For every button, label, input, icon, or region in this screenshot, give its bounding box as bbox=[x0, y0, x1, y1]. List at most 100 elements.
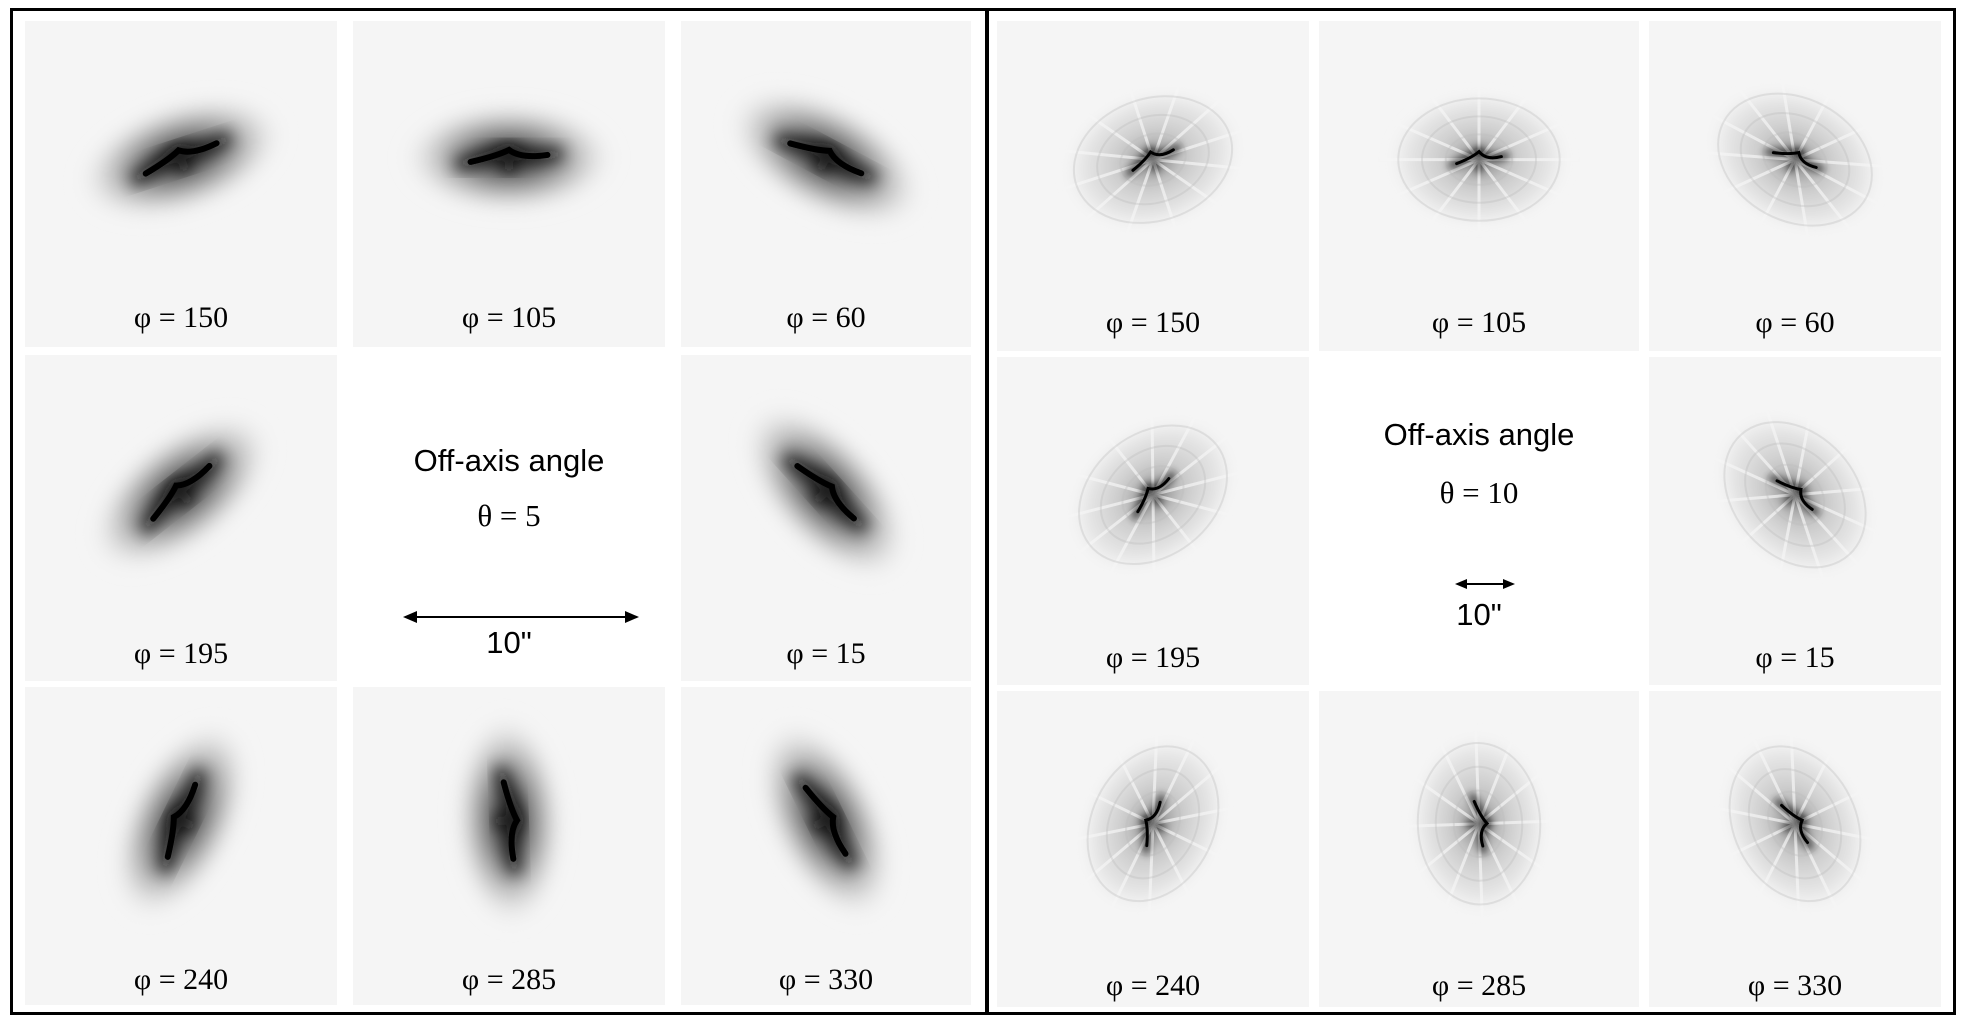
psf-cell: φ = 285 bbox=[1319, 691, 1639, 1007]
right-panel: φ = 150 φ = 105 φ = 60 φ = 195 Off-axis … bbox=[986, 8, 1956, 1015]
psf-spoke bbox=[1152, 493, 1233, 518]
psf-spoke bbox=[1794, 158, 1890, 169]
psf-ring bbox=[1099, 444, 1207, 545]
psf-spoke bbox=[1071, 822, 1154, 842]
psf-ring bbox=[1072, 95, 1234, 224]
psf-ring bbox=[1744, 442, 1846, 548]
psf-spoke bbox=[1392, 120, 1480, 161]
psf-spoke bbox=[1726, 822, 1796, 859]
psf-image bbox=[1061, 411, 1245, 579]
phi-label: φ = 195 bbox=[1105, 641, 1201, 674]
psf-spoke bbox=[1152, 469, 1245, 497]
psf-spoke bbox=[1151, 159, 1178, 232]
psf-ring bbox=[1747, 768, 1843, 880]
psf-ring bbox=[1416, 741, 1542, 906]
psf-spoke bbox=[1392, 158, 1480, 199]
psf-spoke bbox=[1713, 806, 1796, 826]
psf-cell: φ = 240 bbox=[25, 687, 337, 1005]
psf-spoke bbox=[1719, 158, 1796, 196]
psf-cell: φ = 240 bbox=[997, 691, 1309, 1007]
psf-ring bbox=[1739, 112, 1851, 208]
psf-image bbox=[1057, 81, 1249, 238]
psf-spoke bbox=[1080, 822, 1154, 886]
psf-spoke bbox=[1780, 78, 1797, 160]
psf-spoke bbox=[1151, 411, 1200, 496]
psf-spoke bbox=[1152, 158, 1222, 208]
psf-core-line bbox=[1143, 800, 1162, 848]
psf-spoke bbox=[1712, 493, 1796, 503]
psf-core-line bbox=[500, 779, 521, 862]
psf-spoke bbox=[1478, 822, 1548, 873]
psf-core-line bbox=[1472, 799, 1490, 848]
psf-ring bbox=[1121, 465, 1185, 525]
psf-spoke bbox=[1150, 412, 1155, 495]
psf-spoke bbox=[1735, 84, 1797, 161]
psf-core-line bbox=[1455, 149, 1503, 166]
psf-cell: φ = 60 bbox=[681, 21, 971, 347]
psf-core-line bbox=[150, 462, 213, 522]
psf-spoke bbox=[1478, 120, 1566, 161]
psf-spoke bbox=[1478, 158, 1566, 199]
psf-spoke bbox=[1427, 158, 1481, 226]
psf-spoke bbox=[1151, 494, 1156, 578]
psf-spoke bbox=[1152, 761, 1226, 825]
scale-label: 10" bbox=[486, 625, 532, 660]
phi-label: φ = 330 bbox=[1747, 969, 1843, 1002]
psf-image bbox=[450, 710, 568, 931]
psf-spoke bbox=[1793, 158, 1855, 235]
phi-label: φ = 60 bbox=[1755, 306, 1835, 339]
psf-core-line bbox=[1136, 477, 1171, 514]
psf-spoke bbox=[1081, 158, 1154, 224]
psf-spoke bbox=[1789, 729, 1797, 824]
phi-label: φ = 150 bbox=[1105, 306, 1201, 339]
phi-label: φ = 105 bbox=[1431, 306, 1527, 339]
psf-ring bbox=[1452, 789, 1506, 858]
psf-image bbox=[1071, 729, 1235, 918]
phi-label: φ = 285 bbox=[461, 963, 557, 996]
psf-core-line bbox=[467, 146, 551, 165]
psf-spoke bbox=[1793, 823, 1801, 918]
phi-label: φ = 105 bbox=[461, 301, 557, 334]
psf-ring bbox=[1723, 421, 1867, 569]
psf-spoke bbox=[1152, 158, 1247, 171]
psf-core-line bbox=[1131, 148, 1175, 172]
psf-cell: φ = 105 bbox=[1319, 21, 1639, 351]
psf-spoke bbox=[1477, 158, 1531, 226]
off-axis-caption: Off-axis angle bbox=[413, 443, 605, 478]
psf-spoke bbox=[1151, 729, 1159, 824]
psf-image bbox=[109, 718, 253, 923]
psf-cell: φ = 15 bbox=[681, 355, 971, 681]
psf-spoke bbox=[1084, 111, 1154, 161]
psf-spoke bbox=[1794, 486, 1878, 497]
psf-spoke bbox=[1152, 806, 1235, 826]
psf-spoke bbox=[1794, 822, 1877, 842]
psf-image bbox=[74, 93, 288, 223]
psf-spoke bbox=[1147, 823, 1155, 918]
center-info: Off-axis angle θ = 10 10" bbox=[1319, 357, 1639, 685]
psf-cell: φ = 60 bbox=[1649, 21, 1941, 351]
psf-spoke bbox=[1763, 404, 1797, 496]
psf-image bbox=[87, 410, 275, 574]
phi-label: φ = 150 bbox=[133, 301, 229, 334]
psf-core-line bbox=[142, 140, 220, 177]
psf-ring bbox=[1717, 92, 1873, 227]
psf-spoke bbox=[1708, 454, 1796, 497]
psf-spoke bbox=[1152, 95, 1225, 161]
psf-spoke bbox=[1477, 735, 1516, 825]
psf-spoke bbox=[1073, 472, 1154, 497]
phi-label: φ = 240 bbox=[133, 963, 229, 996]
psf-core-line bbox=[794, 463, 857, 522]
psf-ring bbox=[1434, 765, 1524, 882]
psf-ring bbox=[1105, 768, 1201, 880]
psf-cell: φ = 285 bbox=[353, 687, 665, 1005]
psf-spoke bbox=[1793, 413, 1812, 496]
phi-label: φ = 15 bbox=[786, 637, 866, 670]
psf-ring bbox=[1125, 790, 1181, 857]
psf-spoke bbox=[1114, 749, 1155, 825]
scale-arrow bbox=[1455, 579, 1515, 589]
psf-spoke bbox=[1477, 93, 1531, 161]
phi-label: φ = 15 bbox=[1755, 641, 1835, 674]
psf-ring bbox=[1086, 745, 1220, 903]
psf-ring bbox=[1078, 424, 1228, 566]
phi-label: φ = 285 bbox=[1431, 969, 1527, 1002]
